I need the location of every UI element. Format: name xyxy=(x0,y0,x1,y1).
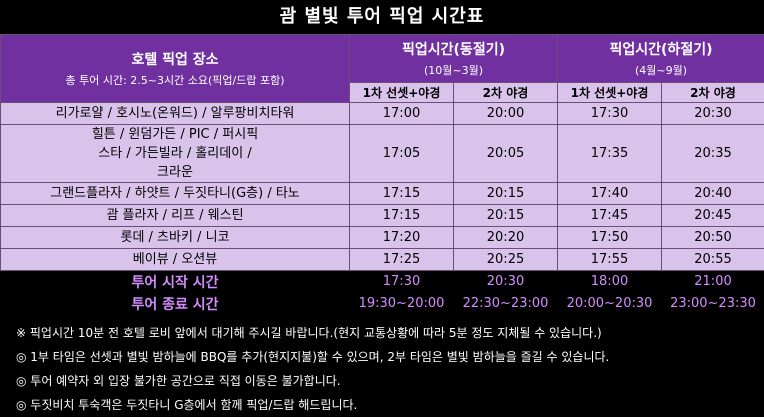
note-entry: ◎ 투어 예약자 외 입장 불가한 공간으로 직접 이동은 불가합니다. xyxy=(16,369,764,393)
tour-end-row: 투어 종료 시간 19:30~20:00 22:30~23:00 20:00~2… xyxy=(1,293,764,315)
time-cell: 20:50 xyxy=(662,227,764,249)
winter-period: (10월~3월) xyxy=(350,62,557,78)
location-cell: 괌 플라자 / 리프 / 웨스틴 xyxy=(1,205,350,227)
table-row: 롯데 / 츠바키 / 니코 17:20 20:20 17:50 20:50 xyxy=(1,227,764,249)
time-cell: 20:30 xyxy=(454,271,558,293)
time-cell: 20:00 xyxy=(454,103,558,125)
time-cell: 22:30~23:00 xyxy=(454,293,558,315)
note-bbq: ◎ 1부 타임은 선셋과 별빛 밤하늘에 BBQ를 추가(현지지불)할 수 있으… xyxy=(16,345,764,369)
time-cell: 20:35 xyxy=(662,125,764,183)
time-cell: 20:05 xyxy=(454,125,558,183)
time-cell: 17:20 xyxy=(350,227,454,249)
notes: ※ 픽업시간 10분 전 호텔 로비 앞에서 대기해 주시길 바랍니다.(현지 … xyxy=(0,321,764,417)
location-header-title: 호텔 픽업 장소 xyxy=(1,49,349,69)
location-cell: 리가로얄 / 호시노(온워드) / 알루팡비치타워 xyxy=(1,103,350,125)
time-cell: 17:40 xyxy=(558,183,662,205)
winter-title: 픽업시간(동절기) xyxy=(350,39,557,59)
table-row: 베이뷰 / 오션뷰 17:25 20:25 17:55 20:55 xyxy=(1,249,764,271)
summer-period: (4월~9월) xyxy=(558,62,764,78)
page-title: 괌 별빛 투어 픽업 시간표 xyxy=(0,0,764,34)
time-cell: 20:00~20:30 xyxy=(558,293,662,315)
sub-header: 1차 선셋+야경 xyxy=(558,83,662,103)
time-cell: 20:15 xyxy=(454,205,558,227)
time-cell: 17:30 xyxy=(558,103,662,125)
table-row: 괌 플라자 / 리프 / 웨스틴 17:15 20:15 17:45 20:45 xyxy=(1,205,764,227)
time-cell: 20:55 xyxy=(662,249,764,271)
time-cell: 17:15 xyxy=(350,205,454,227)
time-cell: 17:00 xyxy=(350,103,454,125)
tour-start-row: 투어 시작 시간 17:30 20:30 18:00 21:00 xyxy=(1,271,764,293)
time-cell: 17:35 xyxy=(558,125,662,183)
time-cell: 17:50 xyxy=(558,227,662,249)
time-cell: 17:15 xyxy=(350,183,454,205)
time-cell: 20:40 xyxy=(662,183,764,205)
pickup-table: 호텔 픽업 장소 총 투어 시간: 2.5~3시간 소요(픽업/드랍 포함) 픽… xyxy=(0,34,764,315)
location-cell: 그랜드플라자 / 하얏트 / 두짓타니(G층) / 타노 xyxy=(1,183,350,205)
sub-header: 2차 야경 xyxy=(454,83,558,103)
tour-start-label: 투어 시작 시간 xyxy=(1,271,350,293)
time-cell: 20:45 xyxy=(662,205,764,227)
time-cell: 18:00 xyxy=(558,271,662,293)
time-cell: 20:30 xyxy=(662,103,764,125)
table-row: 힐튼 / 윈덤가든 / PIC / 퍼시픽스타 / 가든빌라 / 홀리데이 / … xyxy=(1,125,764,183)
note-dusit: ◎ 두짓비치 투숙객은 두짓타니 G층에서 함께 픽업/드랍 해드립니다. xyxy=(16,393,764,417)
table-row: 리가로얄 / 호시노(온워드) / 알루팡비치타워 17:00 20:00 17… xyxy=(1,103,764,125)
summer-title: 픽업시간(하절기) xyxy=(558,39,764,59)
time-cell: 20:20 xyxy=(454,227,558,249)
time-cell: 17:45 xyxy=(558,205,662,227)
time-cell: 17:25 xyxy=(350,249,454,271)
time-cell: 17:05 xyxy=(350,125,454,183)
sub-header: 2차 야경 xyxy=(662,83,764,103)
time-cell: 20:25 xyxy=(454,249,558,271)
time-cell: 23:00~23:30 xyxy=(662,293,764,315)
location-cell: 베이뷰 / 오션뷰 xyxy=(1,249,350,271)
time-cell: 19:30~20:00 xyxy=(350,293,454,315)
location-cell: 힐튼 / 윈덤가든 / PIC / 퍼시픽스타 / 가든빌라 / 홀리데이 / … xyxy=(1,125,350,183)
time-cell: 17:30 xyxy=(350,271,454,293)
time-cell: 21:00 xyxy=(662,271,764,293)
sub-header: 1차 선셋+야경 xyxy=(350,83,454,103)
time-cell: 17:55 xyxy=(558,249,662,271)
note-pickup: ※ 픽업시간 10분 전 호텔 로비 앞에서 대기해 주시길 바랍니다.(현지 … xyxy=(16,321,764,345)
winter-header: 픽업시간(동절기) (10월~3월) xyxy=(350,35,558,83)
location-header-subtitle: 총 투어 시간: 2.5~3시간 소요(픽업/드랍 포함) xyxy=(1,72,349,88)
time-cell: 20:15 xyxy=(454,183,558,205)
tour-end-label: 투어 종료 시간 xyxy=(1,293,350,315)
location-header: 호텔 픽업 장소 총 투어 시간: 2.5~3시간 소요(픽업/드랍 포함) xyxy=(1,35,350,103)
table-row: 그랜드플라자 / 하얏트 / 두짓타니(G층) / 타노 17:15 20:15… xyxy=(1,183,764,205)
summer-header: 픽업시간(하절기) (4월~9월) xyxy=(558,35,764,83)
location-cell: 롯데 / 츠바키 / 니코 xyxy=(1,227,350,249)
